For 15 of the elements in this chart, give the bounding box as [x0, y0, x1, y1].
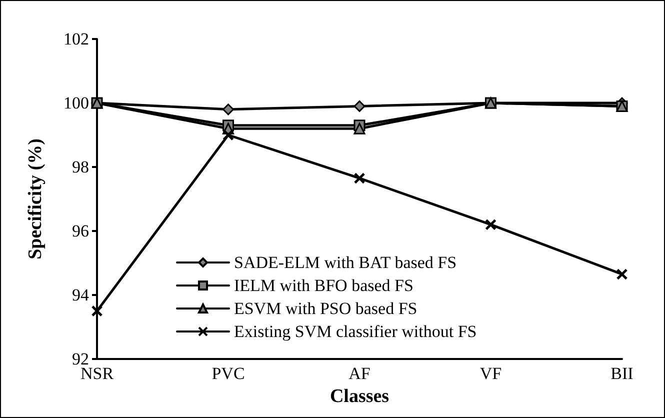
x-tick-label: BII — [610, 364, 634, 383]
y-axis-title: Specificity (%) — [25, 138, 46, 260]
legend-label: ESVM with PSO based FS — [234, 299, 418, 318]
x-axis-title: Classes — [330, 386, 390, 407]
x-tick-label: VF — [480, 364, 502, 383]
x-tick-label: PVC — [212, 364, 245, 383]
y-tick-label: 98 — [72, 158, 89, 176]
y-tick-label: 102 — [64, 30, 89, 48]
legend-label: IELM with BFO based FS — [234, 276, 414, 295]
y-tick-label: 96 — [72, 222, 89, 240]
legend-label: Existing SVM classifier without FS — [234, 322, 477, 341]
legend-label: SADE-ELM with BAT based FS — [234, 253, 457, 272]
y-tick-label: 100 — [64, 94, 89, 112]
x-tick-label: AF — [348, 364, 370, 383]
y-tick-label: 94 — [72, 286, 90, 304]
